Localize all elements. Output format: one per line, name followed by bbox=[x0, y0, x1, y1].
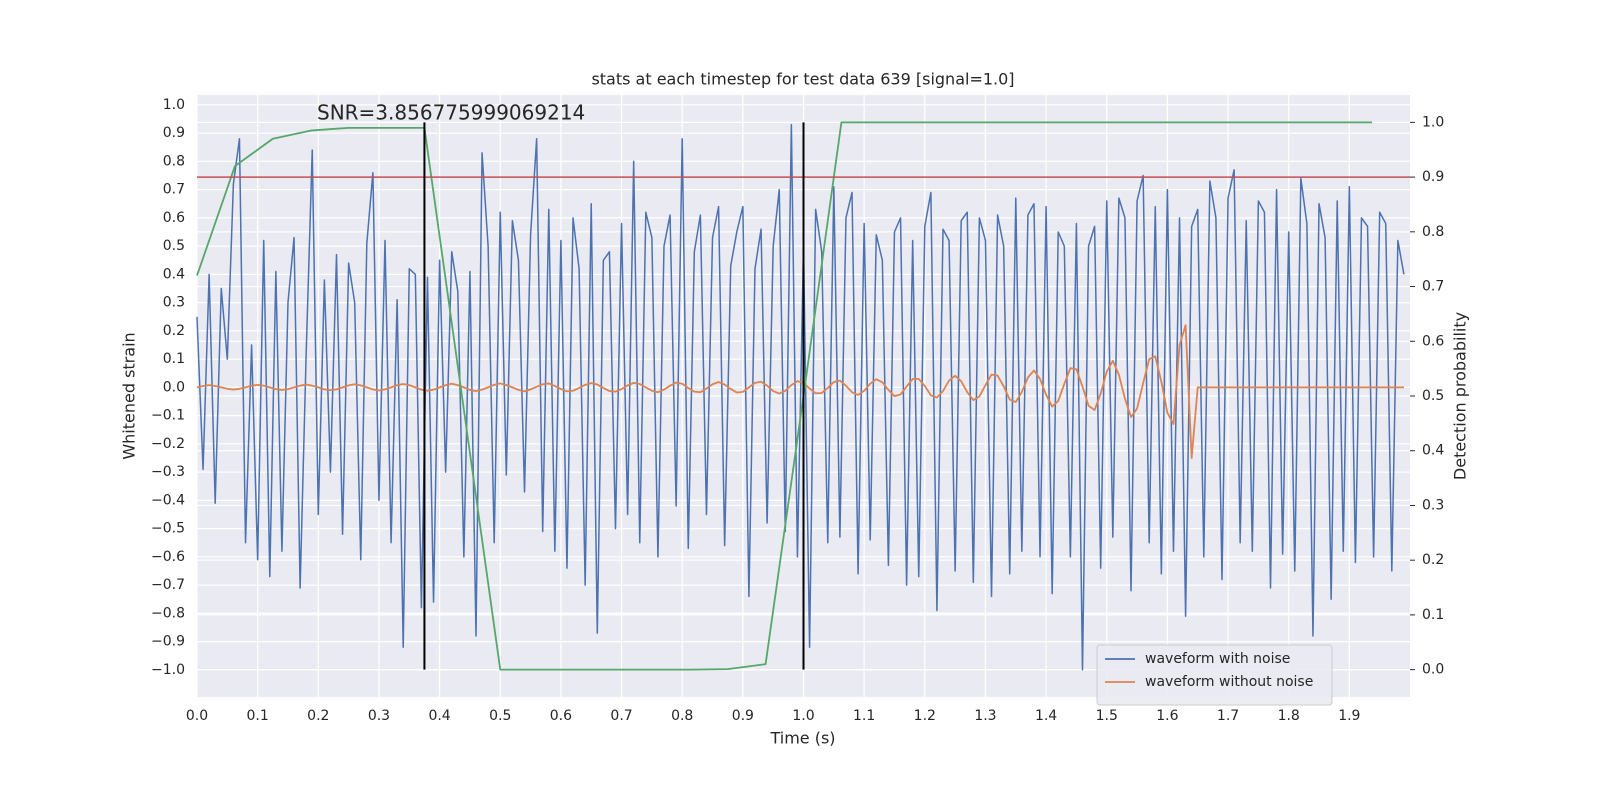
x-tick-label: 1.0 bbox=[792, 708, 814, 724]
series-line bbox=[196, 123, 1405, 671]
y2-tick-label: 0.2 bbox=[1422, 552, 1444, 568]
y2-tick-label: 0.7 bbox=[1422, 279, 1444, 295]
series-line bbox=[196, 324, 1404, 459]
y2-tick-label: 1.0 bbox=[1422, 114, 1444, 130]
y-tick-label: 0.0 bbox=[163, 379, 185, 395]
legend-label: waveform with noise bbox=[1145, 651, 1290, 667]
legend: waveform with noise waveform without nois… bbox=[1096, 644, 1333, 706]
x-tick-label: 1.3 bbox=[974, 708, 996, 724]
y-axis-label: Whitened strain bbox=[120, 332, 139, 459]
y-tick-label: 0.2 bbox=[163, 323, 185, 339]
y-tick-label: −0.2 bbox=[151, 436, 185, 452]
y2-tick-label: 0.0 bbox=[1422, 662, 1444, 678]
y-tick-label: 0.5 bbox=[163, 238, 185, 254]
y2-tick-label: 0.4 bbox=[1422, 443, 1444, 459]
chart-title: stats at each timestep for test data 639… bbox=[591, 70, 1014, 89]
y-tick-label: −0.8 bbox=[151, 605, 185, 621]
x-tick-label: 1.8 bbox=[1278, 708, 1300, 724]
legend-box bbox=[1096, 644, 1333, 706]
x-tick-label: 1.9 bbox=[1338, 708, 1360, 724]
y2-tick-label: 0.5 bbox=[1422, 388, 1444, 404]
y2-tick-label: 0.3 bbox=[1422, 497, 1444, 513]
y-tick-label: −0.4 bbox=[151, 492, 185, 508]
x-tick-label: 0.3 bbox=[368, 708, 390, 724]
x-tick-label: 0.1 bbox=[247, 708, 269, 724]
plot bbox=[196, 121, 1410, 671]
series-line bbox=[196, 121, 1373, 671]
y-tick-label: 0.7 bbox=[163, 182, 185, 198]
y2-tick-label: 0.8 bbox=[1422, 224, 1444, 240]
y2-axis-label: Detection probability bbox=[1451, 312, 1470, 480]
y-tick-label: −1.0 bbox=[151, 662, 185, 678]
y-tick-label: 1.0 bbox=[163, 97, 185, 113]
x-tick-label: 0.8 bbox=[671, 708, 693, 724]
annotation: SNR=3.856775999069214 bbox=[317, 101, 585, 125]
x-axis-label: Time (s) bbox=[769, 729, 835, 748]
y-tick-label: 0.4 bbox=[163, 266, 185, 282]
y-tick-label: −0.3 bbox=[151, 464, 185, 480]
y-tick-label: −0.7 bbox=[151, 577, 185, 593]
x-tick-label: 0.4 bbox=[428, 708, 450, 724]
x-tick-label: 0.7 bbox=[610, 708, 632, 724]
x-tick-label: 1.5 bbox=[1096, 708, 1118, 724]
x-tick-label: 0.2 bbox=[307, 708, 329, 724]
x-tick-label: 0.9 bbox=[732, 708, 754, 724]
y2-tick-label: 0.6 bbox=[1422, 333, 1444, 349]
x-tick-label: 0.6 bbox=[550, 708, 572, 724]
y-tick-label: −0.6 bbox=[151, 549, 185, 565]
y-tick-label: −0.1 bbox=[151, 408, 185, 424]
y-tick-label: 0.3 bbox=[163, 295, 185, 311]
x-tick-label: 1.4 bbox=[1035, 708, 1057, 724]
x-tick-label: 1.7 bbox=[1217, 708, 1239, 724]
y-tick-label: 0.8 bbox=[163, 153, 185, 169]
y2-tick-label: 0.1 bbox=[1422, 607, 1444, 623]
x-tick-label: 1.2 bbox=[914, 708, 936, 724]
x-tick-label: 1.1 bbox=[853, 708, 875, 724]
y2-tick-label: 0.9 bbox=[1422, 169, 1444, 185]
x-tick-label: 0.0 bbox=[186, 708, 208, 724]
y-tick-label: 0.9 bbox=[163, 125, 185, 141]
y-tick-label: −0.9 bbox=[151, 634, 185, 650]
legend-label: waveform without noise bbox=[1145, 674, 1313, 690]
x-tick-label: 1.6 bbox=[1156, 708, 1178, 724]
x-tick-label: 0.5 bbox=[489, 708, 511, 724]
y-tick-label: −0.5 bbox=[151, 521, 185, 537]
y-tick-label: 0.6 bbox=[163, 210, 185, 226]
y-tick-label: 0.1 bbox=[163, 351, 185, 367]
